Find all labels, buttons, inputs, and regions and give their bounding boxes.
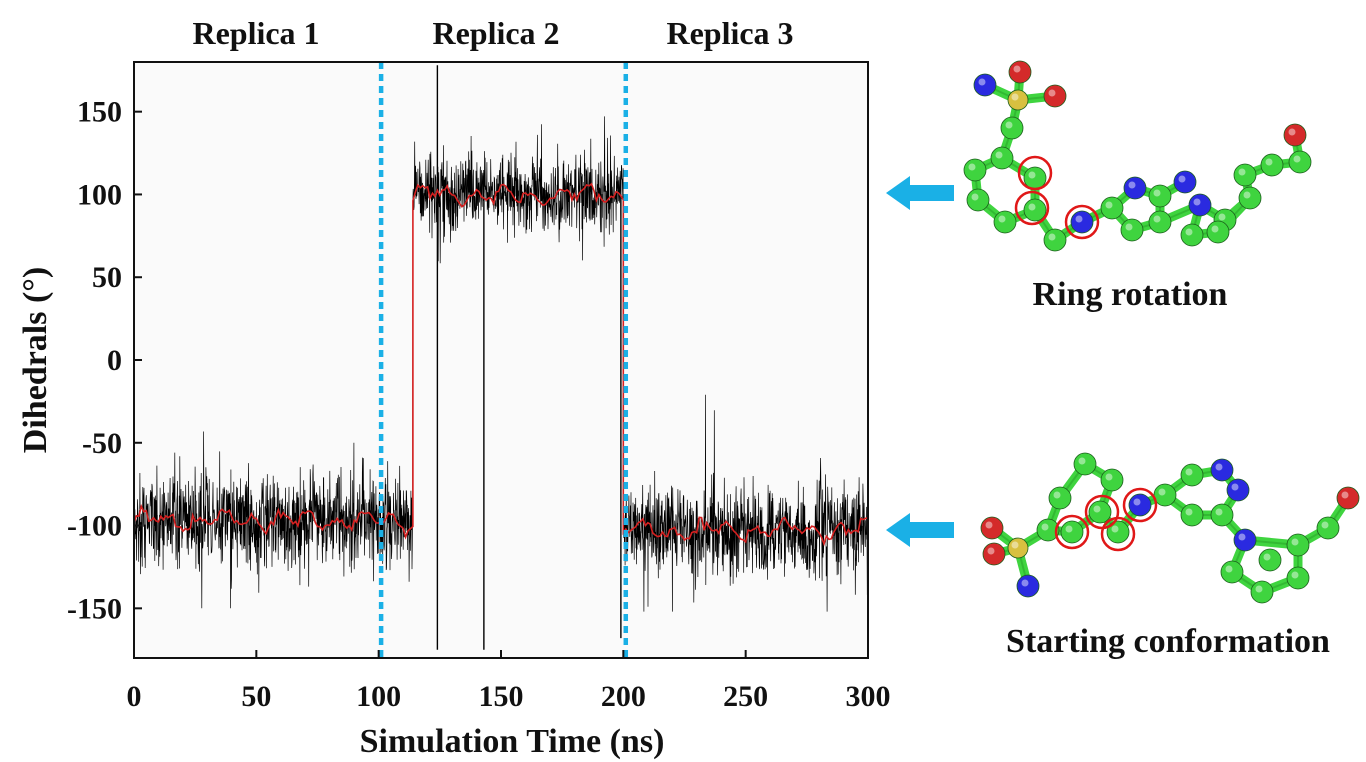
x-tick-label-300: 300	[846, 680, 891, 713]
y-tick-label-100: 100	[77, 178, 122, 211]
molecule-ring-rotation-icon	[963, 60, 1312, 252]
highlight-circle-icon	[1017, 155, 1053, 191]
molecule-starting-conformation-icon	[980, 452, 1360, 604]
x-tick-label-0: 0	[127, 680, 142, 713]
replica-label-3: Replica 3	[666, 15, 793, 51]
arrow-to-ring-rotation-icon	[886, 176, 954, 210]
structure-caption-starting-conformation: Starting conformation	[1006, 623, 1330, 660]
y-tick-label--150: -150	[67, 592, 122, 625]
replica-label-1: Replica 1	[192, 15, 319, 51]
y-tick-label-150: 150	[77, 96, 122, 129]
replica-label-2: Replica 2	[432, 15, 559, 51]
x-tick-label-250: 250	[723, 680, 768, 713]
plot-area	[134, 62, 868, 658]
y-tick-label-0: 0	[107, 344, 122, 377]
y-tick-label-50: 50	[92, 261, 122, 294]
series-smoothed-trace	[133, 182, 869, 547]
x-tick-label-50: 50	[241, 680, 271, 713]
highlight-circle-icon	[1014, 190, 1050, 226]
structure-caption-ring-rotation: Ring rotation	[1033, 276, 1228, 313]
y-tick-label--50: -50	[82, 427, 122, 460]
x-axis-title: Simulation Time (ns)	[360, 723, 665, 760]
highlight-circle-icon	[1122, 487, 1158, 523]
highlight-circle-icon	[1100, 516, 1136, 552]
x-tick-label-150: 150	[479, 680, 524, 713]
trace-layer	[133, 65, 869, 650]
y-axis-title: Dihedrals (°)	[17, 267, 54, 453]
highlight-circle-icon	[1054, 514, 1090, 550]
x-tick-label-200: 200	[601, 680, 646, 713]
axis-ticks: 0 50 100 150 200 250 300 150 100 50 0 -50 -100 -150	[67, 96, 891, 713]
arrow-to-starting-conformation-icon	[886, 513, 954, 547]
highlight-circle-icon	[1064, 204, 1100, 240]
replica-boundaries	[378, 62, 629, 658]
x-tick-label-100: 100	[356, 680, 401, 713]
y-tick-label--100: -100	[67, 510, 122, 543]
